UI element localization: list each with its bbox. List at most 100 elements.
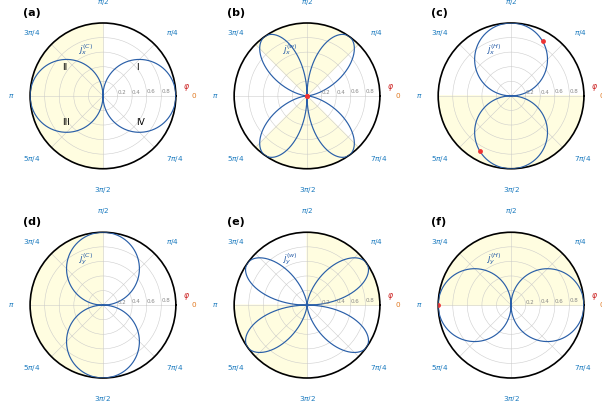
Polygon shape: [30, 23, 103, 169]
Text: $\varphi$: $\varphi$: [387, 82, 394, 93]
Text: $\varphi$: $\varphi$: [387, 291, 394, 302]
Text: (c): (c): [431, 8, 448, 18]
Text: III: III: [62, 118, 70, 127]
Text: $\pi/4$: $\pi/4$: [166, 237, 179, 247]
Polygon shape: [255, 96, 359, 169]
Text: $7\pi/4$: $7\pi/4$: [370, 363, 388, 373]
Text: $3\pi/4$: $3\pi/4$: [226, 237, 244, 247]
Text: $j_x^{(H)}$: $j_x^{(H)}$: [486, 42, 501, 57]
Text: 0.2: 0.2: [117, 300, 126, 305]
Text: 0.6: 0.6: [555, 299, 563, 304]
Text: $\pi$: $\pi$: [8, 301, 14, 309]
Text: $3\pi/2$: $3\pi/2$: [95, 185, 111, 195]
Text: $\varphi$: $\varphi$: [591, 82, 598, 93]
Text: 0.8: 0.8: [365, 89, 374, 94]
Text: 0.2: 0.2: [321, 90, 330, 95]
Text: 0.6: 0.6: [147, 299, 155, 304]
Text: $\varphi$: $\varphi$: [591, 291, 598, 302]
Polygon shape: [307, 232, 380, 305]
Text: $\pi$: $\pi$: [416, 92, 422, 100]
Text: $\pi/4$: $\pi/4$: [166, 28, 179, 38]
Text: 0.6: 0.6: [351, 299, 359, 304]
Text: (a): (a): [23, 8, 40, 18]
Text: $5\pi/4$: $5\pi/4$: [430, 154, 448, 164]
Text: $5\pi/4$: $5\pi/4$: [430, 363, 448, 373]
Text: $j_x^{(w)}$: $j_x^{(w)}$: [282, 42, 297, 57]
Text: $\pi/4$: $\pi/4$: [370, 237, 383, 247]
Text: $\pi$: $\pi$: [212, 92, 218, 100]
Text: $5\pi/4$: $5\pi/4$: [226, 154, 244, 164]
Text: $j_x^{(C)}$: $j_x^{(C)}$: [78, 42, 93, 57]
Text: $\pi/2$: $\pi/2$: [505, 0, 517, 7]
Text: $\pi$: $\pi$: [212, 301, 218, 309]
Text: 0: 0: [600, 93, 602, 99]
Text: $\pi/2$: $\pi/2$: [97, 206, 109, 216]
Text: $\varphi$: $\varphi$: [183, 291, 190, 302]
Text: $5\pi/4$: $5\pi/4$: [226, 363, 244, 373]
Text: $3\pi/2$: $3\pi/2$: [95, 394, 111, 401]
Text: 0.6: 0.6: [147, 89, 155, 94]
Text: 0.8: 0.8: [161, 298, 170, 303]
Text: 0.4: 0.4: [132, 299, 141, 304]
Text: I: I: [137, 63, 139, 72]
Text: $3\pi/4$: $3\pi/4$: [22, 28, 40, 38]
Text: (e): (e): [227, 217, 244, 227]
Text: (f): (f): [431, 217, 446, 227]
Text: $3\pi/4$: $3\pi/4$: [226, 28, 244, 38]
Polygon shape: [255, 23, 359, 96]
Text: $3\pi/4$: $3\pi/4$: [430, 28, 448, 38]
Text: 0.8: 0.8: [569, 298, 578, 303]
Text: $7\pi/4$: $7\pi/4$: [166, 363, 184, 373]
Text: $\pi/2$: $\pi/2$: [301, 0, 313, 7]
Text: $j_y^{(H)}$: $j_y^{(H)}$: [486, 251, 501, 267]
Polygon shape: [30, 232, 103, 378]
Text: $5\pi/4$: $5\pi/4$: [22, 154, 40, 164]
Text: $\pi/2$: $\pi/2$: [97, 0, 109, 7]
Text: $\pi/4$: $\pi/4$: [370, 28, 383, 38]
Text: $7\pi/4$: $7\pi/4$: [370, 154, 388, 164]
Text: 0.2: 0.2: [526, 300, 535, 305]
Text: $\pi/4$: $\pi/4$: [574, 237, 587, 247]
Text: $j_y^{(C)}$: $j_y^{(C)}$: [78, 251, 93, 267]
Text: $3\pi/2$: $3\pi/2$: [503, 185, 520, 195]
Text: 0: 0: [396, 302, 400, 308]
Text: 0.8: 0.8: [365, 298, 374, 303]
Text: 0.8: 0.8: [569, 89, 578, 94]
Text: $3\pi/2$: $3\pi/2$: [299, 185, 315, 195]
Text: II: II: [62, 63, 67, 72]
Text: (d): (d): [23, 217, 41, 227]
Text: $\pi/2$: $\pi/2$: [301, 206, 313, 216]
Text: IV: IV: [137, 118, 145, 127]
Text: 0.4: 0.4: [336, 299, 345, 304]
Text: $3\pi/2$: $3\pi/2$: [503, 394, 520, 401]
Text: $\pi$: $\pi$: [8, 92, 14, 100]
Text: $3\pi/2$: $3\pi/2$: [299, 394, 315, 401]
Text: $\pi/2$: $\pi/2$: [505, 206, 517, 216]
Polygon shape: [438, 96, 584, 169]
Text: 0: 0: [600, 302, 602, 308]
Text: 0.4: 0.4: [336, 90, 345, 95]
Text: 0: 0: [192, 302, 196, 308]
Text: $\varphi$: $\varphi$: [183, 82, 190, 93]
Text: $7\pi/4$: $7\pi/4$: [574, 154, 592, 164]
Text: $5\pi/4$: $5\pi/4$: [22, 363, 40, 373]
Text: 0.4: 0.4: [132, 90, 141, 95]
Text: $7\pi/4$: $7\pi/4$: [574, 363, 592, 373]
Text: $\pi/4$: $\pi/4$: [574, 28, 587, 38]
Text: 0.6: 0.6: [351, 89, 359, 94]
Polygon shape: [234, 305, 307, 378]
Polygon shape: [438, 232, 584, 305]
Text: $3\pi/4$: $3\pi/4$: [430, 237, 448, 247]
Text: 0.2: 0.2: [321, 300, 330, 305]
Text: 0.4: 0.4: [540, 90, 549, 95]
Text: $7\pi/4$: $7\pi/4$: [166, 154, 184, 164]
Text: 0: 0: [192, 93, 196, 99]
Text: 0.2: 0.2: [526, 90, 535, 95]
Text: (b): (b): [227, 8, 245, 18]
Text: 0.2: 0.2: [117, 90, 126, 95]
Text: 0.6: 0.6: [555, 89, 563, 94]
Text: $j_y^{(w)}$: $j_y^{(w)}$: [282, 251, 297, 267]
Text: 0.8: 0.8: [161, 89, 170, 94]
Text: 0: 0: [396, 93, 400, 99]
Text: 0.4: 0.4: [540, 299, 549, 304]
